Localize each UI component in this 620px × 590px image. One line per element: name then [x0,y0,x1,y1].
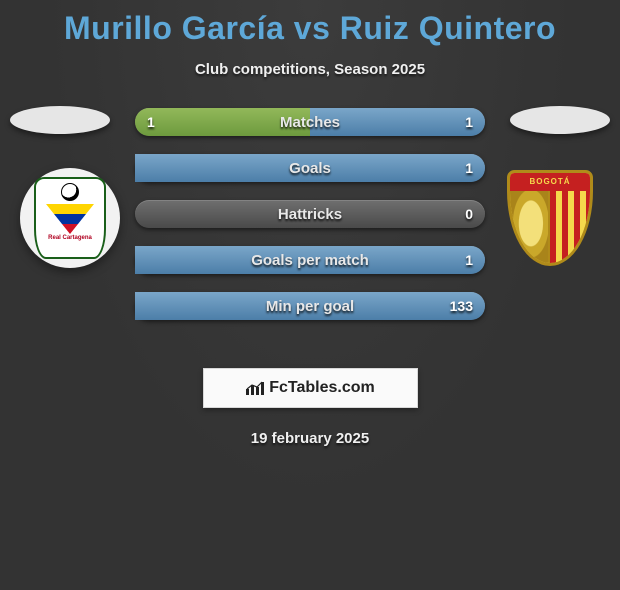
stat-row: 1 Matches 1 [135,108,485,136]
stat-label: Matches [280,114,340,131]
right-badge-label: BOGOTÁ [510,173,590,191]
left-badge-label: Real Cartagena [48,235,92,241]
shield-crest-icon: BOGOTÁ [507,170,593,266]
stat-row: Goals 1 [135,154,485,182]
stat-right-value: 0 [465,206,473,222]
stat-row: Goals per match 1 [135,246,485,274]
stat-right-value: 1 [465,160,473,176]
flag-icon [46,204,94,234]
silhouette-placeholder-icon [10,106,110,134]
badge-crest-icon: Real Cartagena [34,177,106,259]
watermark-text: FcTables.com [269,379,375,397]
lion-icon [510,191,550,263]
left-team-badge: Real Cartagena [20,168,120,268]
left-player-head [10,106,110,156]
stat-row: Hattricks 0 [135,200,485,228]
stat-left-value: 1 [147,114,155,130]
stat-label: Goals per match [251,252,369,269]
stat-row: Min per goal 133 [135,292,485,320]
right-player-head [510,106,610,156]
stats-area: Real Cartagena BOGOTÁ 1 Matches 1 Goals 1 Hat… [0,108,620,348]
football-icon [61,183,79,201]
stripes-icon [550,191,590,263]
subtitle: Club competitions, Season 2025 [0,61,620,78]
stat-label: Min per goal [266,298,354,315]
right-team-badge: BOGOTÁ [500,168,600,268]
watermark[interactable]: FcTables.com [203,368,418,408]
date-line: 19 february 2025 [0,430,620,447]
stat-rows: 1 Matches 1 Goals 1 Hattricks 0 Goals per match… [135,108,485,320]
stat-label: Hattricks [278,206,342,223]
stat-label: Goals [289,160,331,177]
page-title: Murillo García vs Ruiz Quintero [0,10,620,47]
stat-right-value: 1 [465,252,473,268]
silhouette-placeholder-icon [510,106,610,134]
bar-chart-icon [245,380,265,396]
stat-right-value: 1 [465,114,473,130]
stat-right-value: 133 [450,298,473,314]
